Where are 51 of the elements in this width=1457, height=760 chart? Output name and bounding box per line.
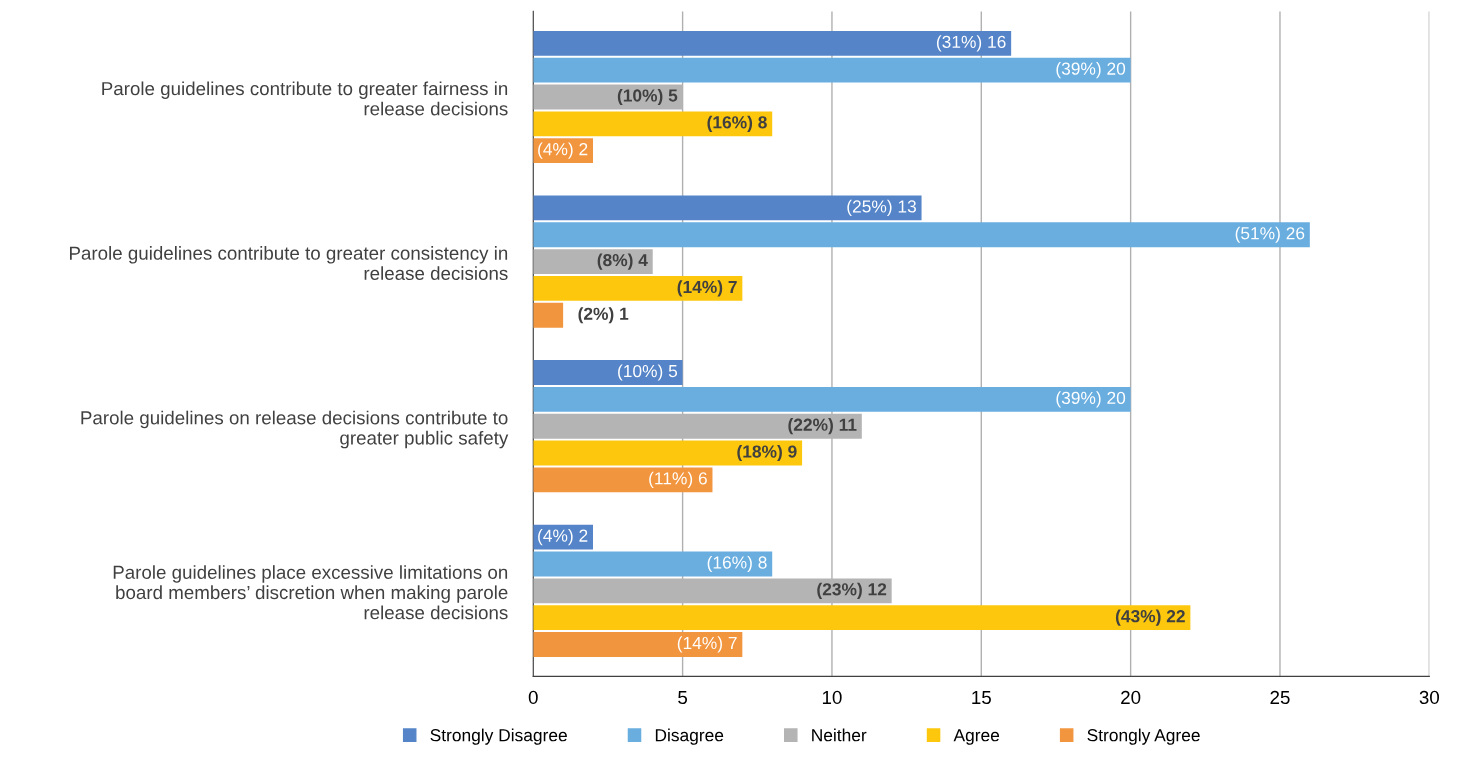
bar xyxy=(533,632,743,657)
y-tick-label: Parole guidelines on release decisions contribute to greater public safety xyxy=(81,410,509,449)
data-label: (43%) 22 xyxy=(1115,609,1185,626)
bar xyxy=(533,605,1191,631)
data-label: (14%) 7 xyxy=(677,280,737,297)
data-label: (11%) 6 xyxy=(649,471,707,488)
data-label: (10%) 5 xyxy=(617,88,678,106)
bar xyxy=(533,276,743,301)
data-label: (16%) 8 xyxy=(707,115,767,132)
data-label: (51%) 26 xyxy=(1235,226,1305,243)
bar xyxy=(533,302,564,328)
x-tick-label: 15 xyxy=(972,690,991,705)
bar xyxy=(533,386,1131,412)
x-tick-label: 20 xyxy=(1121,690,1141,705)
data-label: (4%) 2 xyxy=(538,529,588,546)
bar xyxy=(533,111,773,137)
x-tick-label: 10 xyxy=(822,690,842,705)
bar xyxy=(533,440,803,466)
bar xyxy=(533,222,1310,248)
x-tick-label: 0 xyxy=(528,690,538,705)
x-tick-label: 5 xyxy=(678,690,688,705)
data-label: (10%) 5 xyxy=(618,364,678,381)
bar xyxy=(533,195,922,221)
legend-label: Neither xyxy=(812,728,867,742)
data-label: (4%) 2 xyxy=(538,142,588,159)
data-label: (8%) 4 xyxy=(597,253,648,270)
data-label: (18%) 9 xyxy=(737,444,797,462)
bar xyxy=(533,360,683,385)
data-label: (2%) 1 xyxy=(578,307,629,324)
data-label: (23%) 12 xyxy=(817,582,887,599)
bar xyxy=(533,30,1012,56)
data-label: (22%) 11 xyxy=(788,418,857,435)
y-tick-label: Parole guidelines contribute to greater fairness in release decisions xyxy=(102,81,508,116)
y-tick-label: Parole guidelines contribute to greater consistency in release decisions xyxy=(69,246,508,281)
data-label: (14%) 7 xyxy=(677,636,737,653)
data-label: (39%) 20 xyxy=(1056,391,1126,408)
legend-label: Strongly Agree xyxy=(1087,728,1200,745)
y-tick-label: Parole guidelines place excessive limitations on board members’ discretion when making parole release decisions xyxy=(113,565,508,620)
data-label: (16%) 8 xyxy=(707,555,767,573)
bar xyxy=(533,551,773,577)
legend-label: Agree xyxy=(953,729,1000,745)
data-label: (25%) 13 xyxy=(847,199,916,217)
bar xyxy=(533,467,713,493)
data-label: (31%) 16 xyxy=(936,35,1006,52)
legend-label: Disagree xyxy=(655,728,724,745)
bar xyxy=(533,249,653,275)
legend-label: Strongly Disagree xyxy=(430,728,567,745)
bar xyxy=(533,57,1131,83)
data-label: (39%) 20 xyxy=(1056,62,1126,79)
x-tick-label: 30 xyxy=(1419,690,1440,705)
x-tick-label: 25 xyxy=(1270,690,1290,705)
